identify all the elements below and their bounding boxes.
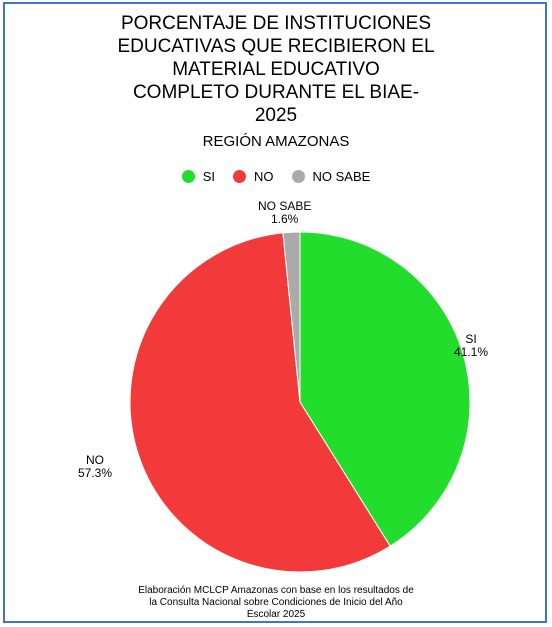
data-label-si-value: 41.1% — [454, 345, 489, 359]
legend-item-no-sabe[interactable]: NO SABE — [291, 169, 371, 184]
data-label-no-sabe: NO SABE 1.6% — [258, 200, 311, 226]
chart-title: PORCENTAJE DE INSTITUCIONES EDUCATIVAS Q… — [0, 12, 552, 127]
legend-label-si: SI — [202, 169, 215, 184]
source-note: Elaboración MCLCP Amazonas con base en l… — [0, 585, 552, 621]
source-note-line: Escolar 2025 — [246, 609, 306, 620]
title-line: COMPLETO DURANTE EL BIAE- — [132, 82, 420, 103]
source-note-line: la Consulta Nacional sobre Condiciones d… — [149, 597, 403, 608]
data-label-no-value: 57.3% — [78, 466, 113, 480]
title-line: 2025 — [254, 105, 298, 126]
data-label-no-sabe-value: 1.6% — [271, 212, 299, 226]
data-label-no-sabe-category: NO SABE — [258, 199, 312, 213]
title-line: PORCENTAJE DE INSTITUCIONES — [120, 13, 431, 34]
pie-slice-si[interactable] — [299, 231, 471, 547]
data-label-no-category: NO — [86, 453, 105, 467]
data-label-si: SI 41.1% — [454, 333, 488, 359]
legend-item-no[interactable]: NO — [233, 169, 274, 184]
legend-label-no: NO — [254, 169, 274, 184]
title-line: EDUCATIVAS QUE RECIBIERON EL — [117, 36, 435, 57]
pie-slice-no[interactable] — [129, 232, 391, 573]
chart-subtitle: REGIÓN AMAZONAS — [202, 133, 350, 150]
legend-swatch-no — [233, 170, 246, 183]
source-note-line: Elaboración MCLCP Amazonas con base en l… — [138, 585, 414, 596]
legend-label-no-sabe: NO SABE — [312, 169, 371, 184]
pie-slice-no-sabe[interactable] — [282, 231, 301, 403]
legend-swatch-si — [181, 170, 195, 183]
legend-item-si[interactable]: SI — [181, 169, 215, 184]
legend-swatch-no-sabe — [291, 170, 305, 183]
title-line: MATERIAL EDUCATIVO — [172, 59, 380, 80]
data-label-si-category: SI — [465, 332, 477, 346]
data-label-no: NO 57.3% — [78, 454, 112, 480]
legend: SI NO NO SABE — [0, 169, 552, 184]
